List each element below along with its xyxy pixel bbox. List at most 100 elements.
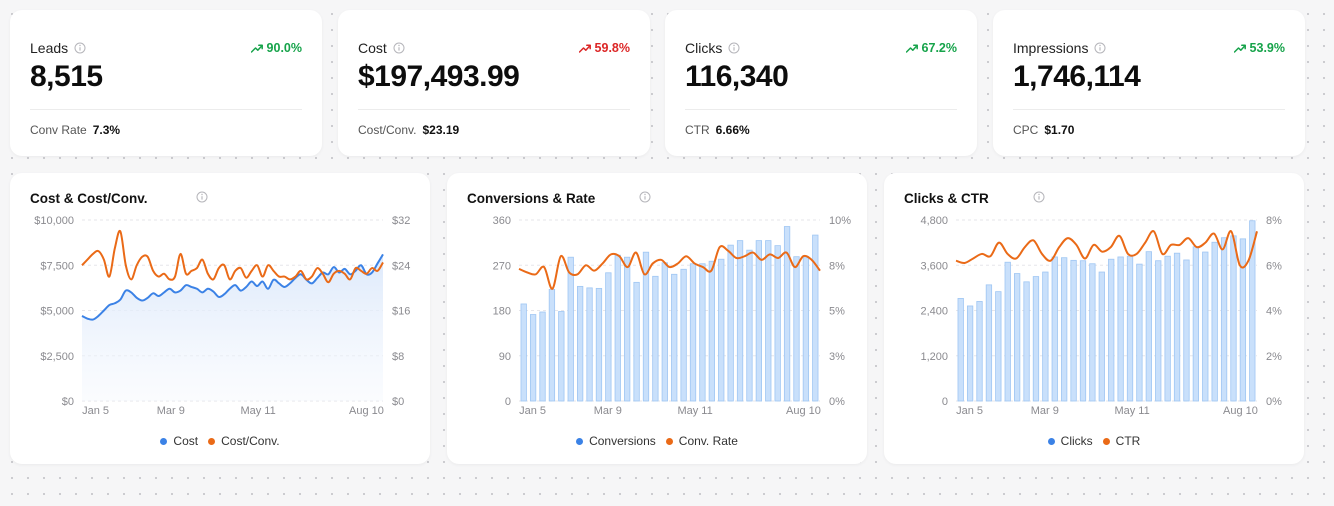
bar-14[interactable] — [1079, 260, 1087, 402]
info-icon[interactable] — [728, 42, 740, 54]
bar-17[interactable] — [671, 273, 678, 402]
bar-20[interactable] — [1136, 263, 1143, 402]
kpi-card-cost[interactable]: Cost 59.8% $197,493.99 Cost/Conv. $23.19 — [338, 10, 650, 156]
bar-10[interactable] — [605, 272, 612, 402]
y-right-tick-label: 6% — [1266, 260, 1282, 272]
y-left-tick-label: 2,400 — [920, 306, 948, 318]
bar-25[interactable] — [746, 249, 753, 402]
bar-17[interactable] — [1108, 258, 1115, 402]
bar-24[interactable] — [736, 240, 744, 402]
kpi-change-value: 53.9% — [1249, 41, 1285, 55]
bar-6[interactable] — [1004, 261, 1011, 402]
bar-1[interactable] — [957, 298, 964, 402]
legend-item[interactable]: Cost/Conv. — [208, 434, 280, 448]
bar-23[interactable] — [727, 244, 734, 402]
bar-27[interactable] — [1202, 251, 1209, 402]
bar-30[interactable] — [793, 256, 800, 402]
bar-31[interactable] — [802, 257, 810, 402]
bar-26[interactable] — [1192, 246, 1199, 402]
bar-13[interactable] — [633, 281, 640, 402]
bar-24[interactable] — [1173, 252, 1181, 402]
bar-3[interactable] — [539, 311, 546, 402]
kpi-change: 59.8% — [578, 41, 630, 55]
bar-2[interactable] — [966, 305, 974, 402]
bar-4[interactable] — [548, 288, 556, 402]
chart-info-icon[interactable] — [1033, 191, 1045, 203]
legend-item[interactable]: CTR — [1102, 434, 1140, 448]
bar-2[interactable] — [529, 314, 537, 402]
info-icon[interactable] — [1094, 42, 1106, 54]
bar-23[interactable] — [1164, 255, 1171, 402]
kpi-sub: CPC $1.70 — [1013, 123, 1074, 137]
kpi-card-impressions[interactable]: Impressions 53.9% 1,746,114 CPC $1.70 — [993, 10, 1305, 156]
legend-dot-icon — [1047, 437, 1055, 445]
bar-3[interactable] — [976, 301, 983, 402]
bar-9[interactable] — [1032, 276, 1040, 402]
trending-up-icon — [1233, 44, 1246, 53]
bar-18[interactable] — [680, 268, 687, 402]
bar-14[interactable] — [642, 251, 650, 402]
series-line-ctr[interactable] — [955, 230, 1258, 269]
bar-32[interactable] — [1249, 220, 1256, 402]
bar-32[interactable] — [812, 234, 819, 402]
bar-11[interactable] — [614, 254, 621, 402]
chart-title: Cost & Cost/Conv. — [30, 191, 148, 206]
bar-5[interactable] — [995, 291, 1002, 402]
x-tick-label: Jan 5 — [82, 405, 109, 417]
bar-18[interactable] — [1117, 256, 1124, 402]
bar-10[interactable] — [1042, 271, 1049, 402]
bar-13[interactable] — [1070, 259, 1077, 402]
info-icon[interactable] — [393, 42, 405, 54]
kpi-card-leads[interactable]: Leads 90.0% 8,515 Conv Rate 7.3% — [10, 10, 322, 156]
bar-4[interactable] — [985, 284, 993, 402]
bar-21[interactable] — [708, 260, 715, 402]
bar-15[interactable] — [652, 275, 659, 402]
bar-29[interactable] — [1220, 237, 1228, 402]
bar-16[interactable] — [1098, 271, 1105, 402]
chart-plot: $0 $0 $2,500 $8 $5,000 $16 $7,500 $24 $10,000 $32… — [34, 215, 410, 417]
bar-19[interactable] — [689, 263, 697, 402]
legend-item[interactable]: Clicks — [1047, 434, 1093, 448]
bar-9[interactable] — [595, 287, 603, 402]
series-line-conv-rate[interactable] — [518, 245, 821, 290]
bar-28[interactable] — [1211, 241, 1218, 402]
bar-25[interactable] — [1183, 259, 1190, 402]
bar-6[interactable] — [567, 256, 574, 402]
bar-1[interactable] — [520, 303, 527, 402]
bar-22[interactable] — [718, 258, 725, 402]
bar-26[interactable] — [755, 240, 762, 402]
bar-22[interactable] — [1155, 260, 1162, 402]
y-left-tick-label: $5,000 — [40, 306, 74, 318]
legend-item[interactable]: Cost — [160, 434, 198, 448]
legend-item[interactable]: Conversions — [576, 434, 656, 448]
bar-12[interactable] — [1061, 257, 1068, 402]
bar-5[interactable] — [558, 311, 565, 402]
info-icon[interactable] — [74, 42, 86, 54]
bar-8[interactable] — [586, 287, 593, 402]
kpi-label: Cost — [358, 40, 405, 56]
bar-16[interactable] — [661, 262, 668, 402]
bar-30[interactable] — [1230, 235, 1237, 402]
legend-item[interactable]: Conv. Rate — [665, 434, 738, 448]
chart-info-icon[interactable] — [196, 191, 208, 203]
y-left-tick-label: 270 — [493, 260, 511, 272]
bar-28[interactable] — [774, 245, 781, 402]
bar-21[interactable] — [1145, 251, 1152, 402]
bar-7[interactable] — [1014, 273, 1021, 402]
bar-20[interactable] — [699, 263, 706, 402]
bar-12[interactable] — [624, 256, 631, 402]
kpi-change: 67.2% — [905, 41, 957, 55]
bar-15[interactable] — [1089, 263, 1096, 402]
bar-19[interactable] — [1126, 255, 1134, 402]
series-line-cost-conv-[interactable] — [81, 229, 384, 284]
bar-29[interactable] — [783, 226, 791, 402]
bar-7[interactable] — [577, 285, 584, 402]
bar-8[interactable] — [1023, 281, 1030, 402]
bar-31[interactable] — [1239, 238, 1247, 402]
bar-11[interactable] — [1051, 256, 1058, 402]
series-line-cost[interactable] — [81, 253, 384, 321]
y-right-tick-label: 8% — [829, 260, 845, 272]
chart-info-icon[interactable] — [639, 191, 651, 203]
bar-27[interactable] — [765, 240, 772, 402]
kpi-card-clicks[interactable]: Clicks 67.2% 116,340 CTR 6.66% — [665, 10, 977, 156]
